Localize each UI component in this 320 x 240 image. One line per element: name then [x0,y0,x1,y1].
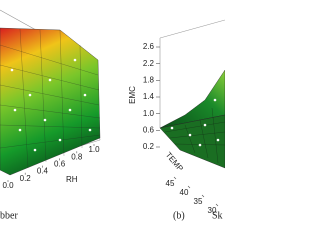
z-tick-label: 1.0 [143,109,155,118]
y-tick-label: 35 [194,197,203,206]
x-tick-label: 0.0 [2,181,14,190]
z-tick-label: 0.2 [143,142,155,151]
caption: Sk [212,210,223,221]
caption-tag: (b) [173,210,185,221]
left-points [10,58,92,152]
caption: bber [0,210,18,221]
x-axis-label: RH [66,175,78,184]
z-tick-label: 0.6 [143,125,155,134]
z-tick-label: 2.2 [143,59,155,68]
y-tick [173,176,177,180]
y-tick-label: 45 [166,179,175,188]
figure: RH bber EMC TEMP (b) Sk 0.0 0.2 0.4 0.6 0.8 1… [0,9,225,221]
y-tick-label: 30 [208,206,217,215]
y-tick [187,185,191,189]
z-tick-label: 2.6 [143,42,155,51]
right-points [170,98,220,147]
x-tick-label: 0.8 [71,152,83,161]
x-tick-label: 0.6 [54,160,66,169]
left-surface [0,27,101,176]
x-tick-label: 0.2 [20,174,32,183]
left-mesh [0,28,101,169]
y-tick [201,194,205,198]
y-tick-label: 40 [180,188,189,197]
z-tick-label: 1.4 [143,92,155,101]
z-tick-label: 1.8 [143,75,155,84]
z-axis-label: EMC [128,86,137,104]
x-tick-label: 1.0 [88,145,100,154]
right-surface-front [159,114,225,169]
y-axis-label: TEMP [164,150,185,173]
x-tick-label: 0.4 [37,167,49,176]
y-tick [215,203,219,207]
